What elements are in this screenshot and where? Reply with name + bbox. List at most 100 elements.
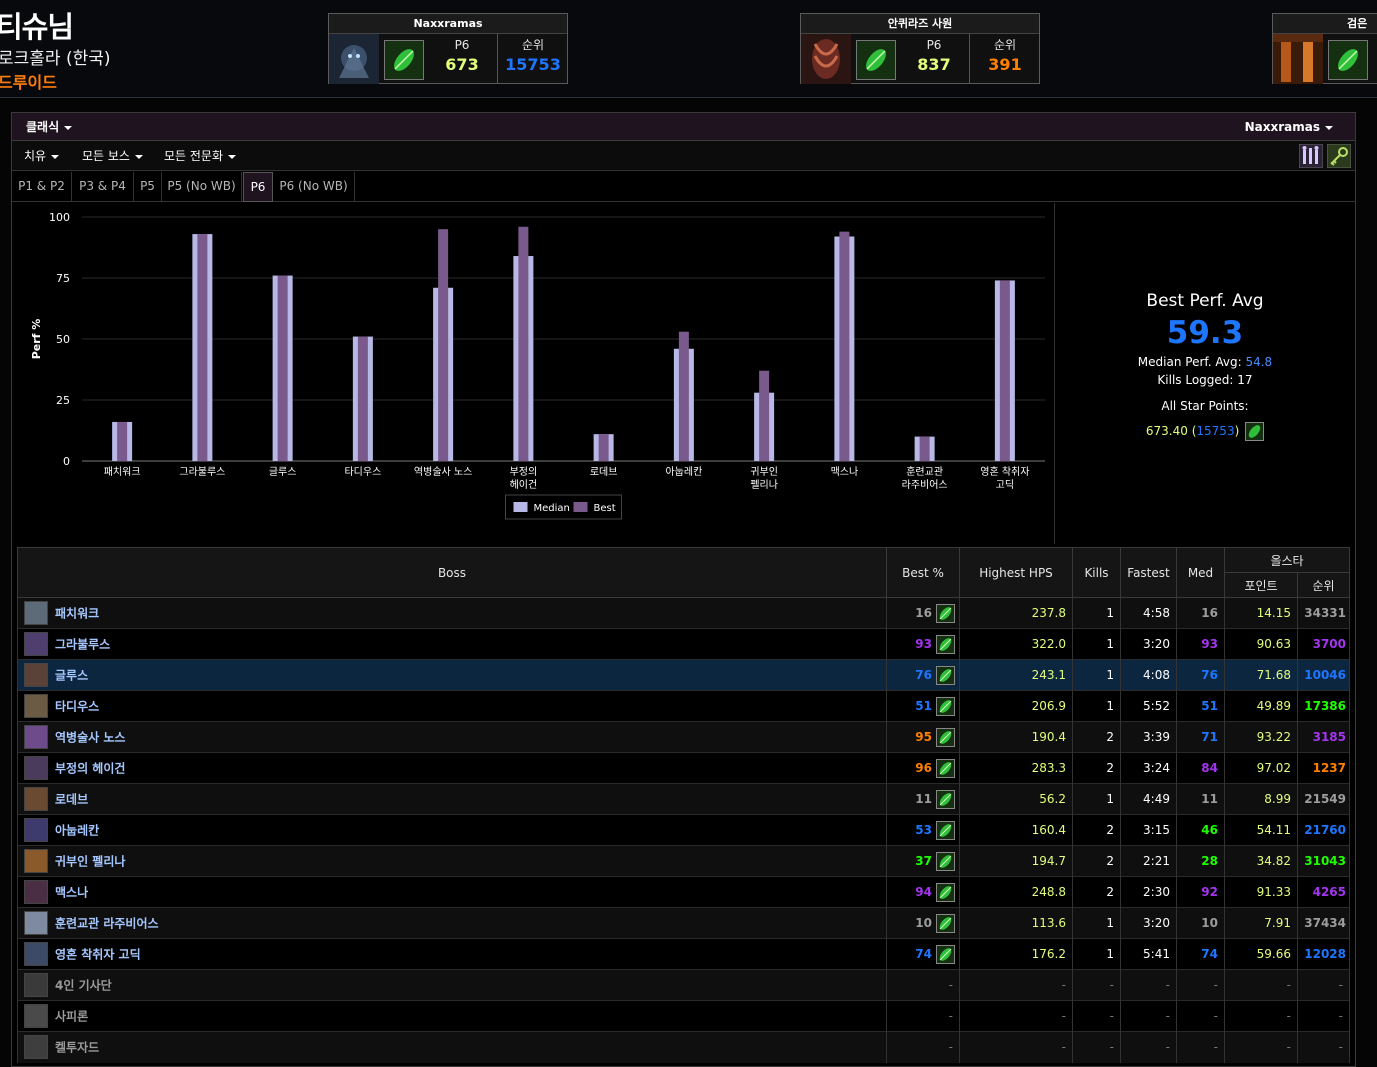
zone-title: 안퀴라즈 사원 bbox=[801, 14, 1039, 34]
tab-p1-p2[interactable]: P1 & P2 bbox=[12, 172, 72, 202]
boss-name-link[interactable]: 타디우스 bbox=[55, 699, 100, 714]
role-dropdown[interactable]: 치유 bbox=[24, 141, 60, 171]
tab-p6[interactable]: P6 bbox=[243, 172, 273, 202]
character-class: 드루이드 bbox=[0, 73, 57, 92]
naxxramas-zone-image bbox=[329, 34, 379, 84]
table-row[interactable]: 맥스나 94 248.8 2 2:30 92 91.33 4265 bbox=[17, 876, 1350, 908]
table-row[interactable]: 타디우스 51 206.9 1 5:52 51 49.89 17386 bbox=[17, 690, 1350, 722]
best-percent-cell: 37 bbox=[886, 845, 960, 877]
boss-name-link[interactable]: 4인 기사단 bbox=[55, 978, 112, 993]
boss-cell[interactable]: 영혼 착취자 고딕 bbox=[17, 938, 887, 970]
boss-cell[interactable]: 그라불루스 bbox=[17, 628, 887, 660]
table-row[interactable]: 4인 기사단 - - - - - - - bbox=[17, 969, 1350, 1001]
boss-portrait-icon bbox=[24, 601, 48, 625]
boss-name-link[interactable]: 부정의 헤이건 bbox=[55, 761, 126, 776]
fastest-time: 2:21 bbox=[1120, 845, 1177, 877]
best-percent: 16 bbox=[915, 605, 932, 620]
restoration-leaf-icon bbox=[936, 727, 955, 747]
x-tick-label: 부정의 bbox=[510, 466, 538, 478]
boss-cell[interactable]: 글루스 bbox=[17, 659, 887, 691]
zone-card-naxxramas[interactable]: Naxxramas P6 673 순위 15753 bbox=[328, 13, 568, 84]
median-percent: 16 bbox=[1176, 597, 1225, 629]
boss-cell[interactable]: 아눕레칸 bbox=[17, 814, 887, 846]
key-icon[interactable] bbox=[1327, 144, 1351, 168]
zone-card-bwl[interactable]: 검은 bbox=[1272, 13, 1377, 84]
zone-rank: 15753 bbox=[505, 55, 561, 74]
table-row[interactable]: 영혼 착취자 고딕 74 176.2 1 5:41 74 59.66 12028 bbox=[17, 938, 1350, 970]
boss-cell[interactable]: 4인 기사단 bbox=[17, 969, 887, 1001]
boss-cell[interactable]: 훈련교관 라주비어스 bbox=[17, 907, 887, 939]
raid-roster-icon[interactable] bbox=[1299, 144, 1323, 168]
spec-filter-dropdown[interactable]: 모든 전문화 bbox=[164, 141, 237, 171]
boss-cell[interactable]: 부정의 헤이건 bbox=[17, 752, 887, 784]
boss-cell[interactable]: 타디우스 bbox=[17, 690, 887, 722]
boss-name-link[interactable]: 영혼 착취자 고딕 bbox=[55, 947, 141, 962]
table-row[interactable]: 귀부인 펠리나 37 194.7 2 2:21 28 34.82 31043 bbox=[17, 845, 1350, 877]
boss-cell[interactable]: 로데브 bbox=[17, 783, 887, 815]
boss-name-link[interactable]: 맥스나 bbox=[55, 885, 89, 900]
header-med[interactable]: Med bbox=[1176, 547, 1225, 598]
character-server[interactable]: 로크홀라 (한국) bbox=[0, 49, 111, 69]
header-best-percent[interactable]: Best % bbox=[886, 547, 960, 598]
boss-cell[interactable]: 역병술사 노스 bbox=[17, 721, 887, 753]
best-percent-cell: 76 bbox=[886, 659, 960, 691]
allstar-rank: 31043 bbox=[1297, 845, 1350, 877]
table-row[interactable]: 훈련교관 라주비어스 10 113.6 1 3:20 10 7.91 37434 bbox=[17, 907, 1350, 939]
dropdown-label: 모든 전문화 bbox=[164, 149, 224, 163]
header-kills[interactable]: Kills bbox=[1072, 547, 1121, 598]
boss-name-link[interactable]: 켈투자드 bbox=[55, 1040, 100, 1055]
boss-name-link[interactable]: 아눕레칸 bbox=[55, 823, 100, 838]
boss-name-link[interactable]: 훈련교관 라주비어스 bbox=[55, 916, 159, 931]
kills-value: 17 bbox=[1237, 373, 1253, 387]
table-row[interactable]: 사피론 - - - - - - - bbox=[17, 1000, 1350, 1032]
table-row[interactable]: 패치워크 16 237.8 1 4:58 16 14.15 34331 bbox=[17, 597, 1350, 629]
best-percent: 51 bbox=[915, 698, 932, 713]
kills-count: 1 bbox=[1072, 628, 1121, 660]
table-row[interactable]: 아눕레칸 53 160.4 2 3:15 46 54.11 21760 bbox=[17, 814, 1350, 846]
table-row[interactable]: 로데브 11 56.2 1 4:49 11 8.99 21549 bbox=[17, 783, 1350, 815]
boss-cell[interactable]: 맥스나 bbox=[17, 876, 887, 908]
bar-best bbox=[839, 231, 850, 461]
table-row[interactable]: 글루스 76 243.1 1 4:08 76 71.68 10046 bbox=[17, 659, 1350, 691]
boss-cell[interactable]: 패치워크 bbox=[17, 597, 887, 629]
best-percent-cell: 11 bbox=[886, 783, 960, 815]
kills-count: 1 bbox=[1072, 907, 1121, 939]
boss-filter-dropdown[interactable]: 모든 보스 bbox=[82, 141, 143, 171]
tab-p6-no-wb[interactable]: P6 (No WB) bbox=[273, 172, 355, 202]
boss-name-link[interactable]: 그라불루스 bbox=[55, 637, 111, 652]
empty-cell: - bbox=[1297, 1031, 1350, 1063]
tab-p5[interactable]: P5 bbox=[134, 172, 162, 202]
x-tick-label: 펠리나 bbox=[750, 479, 778, 491]
tab-p5-no-wb[interactable]: P5 (No WB) bbox=[162, 172, 242, 202]
game-version-dropdown[interactable]: 클래식 bbox=[26, 113, 73, 141]
header-rank[interactable]: 순위 bbox=[1297, 572, 1350, 598]
zone-card-aq40[interactable]: 안퀴라즈 사원 P6 837 순위 391 bbox=[800, 13, 1040, 84]
chevron-down-icon bbox=[64, 125, 73, 130]
table-row[interactable]: 부정의 헤이건 96 283.3 2 3:24 84 97.02 1237 bbox=[17, 752, 1350, 784]
boss-name-link[interactable]: 귀부인 펠리나 bbox=[55, 854, 126, 869]
table-row[interactable]: 그라불루스 93 322.0 1 3:20 93 90.63 3700 bbox=[17, 628, 1350, 660]
tab-p3-p4[interactable]: P3 & P4 bbox=[72, 172, 134, 202]
header-boss[interactable]: Boss bbox=[17, 547, 887, 598]
boss-name-link[interactable]: 글루스 bbox=[55, 668, 89, 683]
boss-cell[interactable]: 켈투자드 bbox=[17, 1031, 887, 1063]
bwl-zone-image bbox=[1273, 34, 1323, 84]
allstar-points: 14.15 bbox=[1224, 597, 1298, 629]
boss-portrait-icon bbox=[24, 1004, 48, 1028]
boss-cell[interactable]: 귀부인 펠리나 bbox=[17, 845, 887, 877]
boss-name-link[interactable]: 사피론 bbox=[55, 1009, 89, 1024]
highest-hps: 113.6 bbox=[959, 907, 1073, 939]
boss-name-link[interactable]: 로데브 bbox=[55, 792, 89, 807]
boss-name-link[interactable]: 패치워크 bbox=[55, 606, 100, 621]
highest-hps: 56.2 bbox=[959, 783, 1073, 815]
table-row[interactable]: 켈투자드 - - - - - - - bbox=[17, 1031, 1350, 1063]
x-tick-label: 로데브 bbox=[590, 466, 618, 478]
header-highest-hps[interactable]: Highest HPS bbox=[959, 547, 1073, 598]
boss-name-link[interactable]: 역병술사 노스 bbox=[55, 730, 126, 745]
header-points[interactable]: 포인트 bbox=[1224, 572, 1298, 598]
header-fastest[interactable]: Fastest bbox=[1120, 547, 1177, 598]
zone-dropdown[interactable]: Naxxramas bbox=[1245, 113, 1333, 141]
boss-cell[interactable]: 사피론 bbox=[17, 1000, 887, 1032]
table-row[interactable]: 역병술사 노스 95 190.4 2 3:39 71 93.22 3185 bbox=[17, 721, 1350, 753]
allstar-points: 97.02 bbox=[1224, 752, 1298, 784]
